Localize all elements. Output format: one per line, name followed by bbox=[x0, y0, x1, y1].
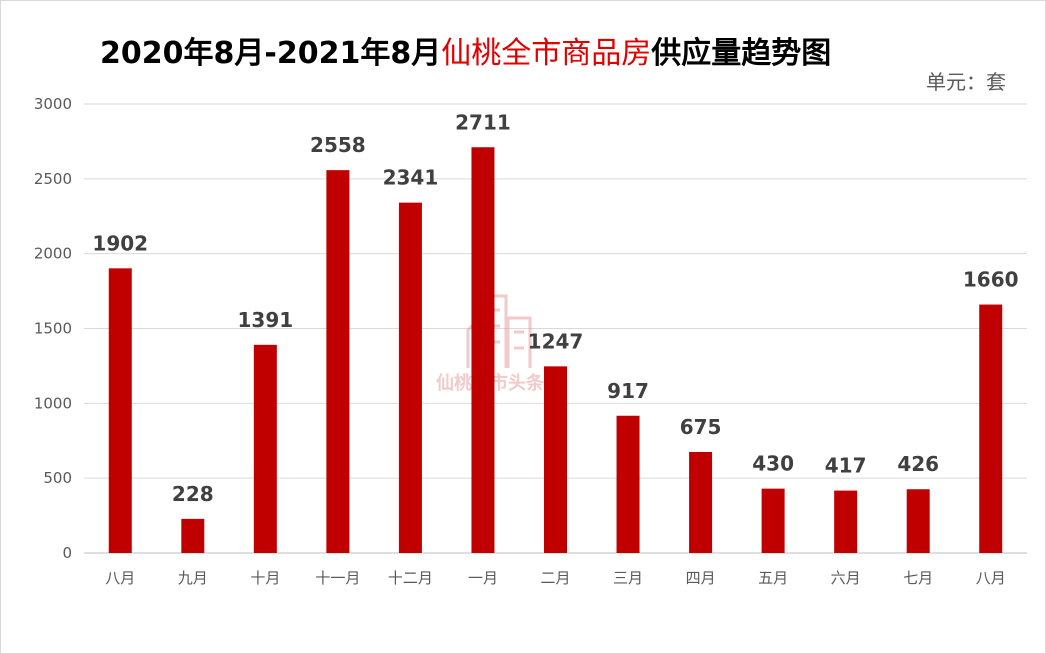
x-tick-label: 十二月 bbox=[388, 569, 433, 587]
data-label: 2558 bbox=[310, 133, 366, 157]
x-tick-label: 九月 bbox=[178, 569, 208, 587]
data-label: 228 bbox=[172, 482, 214, 506]
data-label: 430 bbox=[752, 452, 794, 476]
data-label: 1391 bbox=[238, 308, 294, 332]
bar-2 bbox=[181, 518, 205, 553]
bars bbox=[108, 147, 1003, 554]
x-tick-label: 四月 bbox=[686, 569, 716, 587]
unit-label: 单元：套 bbox=[926, 70, 1006, 94]
bar-3 bbox=[253, 344, 277, 553]
data-label: 1660 bbox=[963, 268, 1019, 292]
x-tick-label: 七月 bbox=[903, 569, 933, 587]
data-label: 2711 bbox=[455, 110, 511, 134]
data-label: 426 bbox=[897, 452, 939, 476]
bar-12 bbox=[906, 489, 930, 553]
bar-8 bbox=[616, 415, 640, 553]
data-label: 917 bbox=[607, 379, 649, 403]
bar-5 bbox=[398, 202, 422, 553]
bar-9 bbox=[689, 451, 713, 553]
x-tick-label: 十月 bbox=[250, 569, 280, 587]
x-tick-label: 十一月 bbox=[315, 569, 360, 587]
x-tick-label: 八月 bbox=[976, 569, 1006, 587]
bar-7 bbox=[544, 366, 567, 553]
x-tick-label: 五月 bbox=[758, 569, 788, 587]
data-label: 1247 bbox=[528, 329, 584, 353]
bar-13 bbox=[979, 304, 1003, 553]
axes: 0 500 1000 1500 2000 2500 3000 八月 九月 十月 十一月 十二月 一月 二月… bbox=[34, 95, 1027, 587]
bar-1 bbox=[108, 268, 132, 553]
y-tick-label: 0 bbox=[62, 544, 72, 562]
data-label: 1902 bbox=[92, 231, 148, 255]
x-tick-label: 一月 bbox=[468, 569, 498, 587]
y-tick-label: 500 bbox=[43, 469, 72, 487]
y-tick-label: 1000 bbox=[34, 394, 72, 412]
y-tick-label: 3000 bbox=[34, 95, 72, 113]
y-tick-label: 1500 bbox=[34, 320, 72, 338]
data-label: 417 bbox=[825, 454, 867, 478]
title-lead: 2020年8月-2021年8月 bbox=[100, 36, 442, 71]
title-city: 仙桃全市商品房 bbox=[441, 36, 652, 71]
x-tick-label: 六月 bbox=[831, 569, 861, 587]
bar-4 bbox=[326, 170, 350, 554]
data-label: 2341 bbox=[383, 166, 439, 190]
bar-10 bbox=[761, 488, 785, 553]
chart-title: 2020年8月-2021年8月仙桃全市商品房供应量趋势图 bbox=[100, 28, 831, 72]
data-label: 675 bbox=[680, 415, 722, 439]
x-tick-label: 八月 bbox=[105, 569, 135, 587]
bar-6 bbox=[471, 147, 495, 553]
y-tick-label: 2000 bbox=[34, 245, 72, 263]
x-tick-label: 二月 bbox=[540, 569, 570, 587]
data-labels: 1902 228 1391 2558 2341 2711 1247 917 675 430 417 4… bbox=[92, 110, 1018, 506]
title-tail: 供应量趋势图 bbox=[651, 36, 832, 71]
x-tick-label: 三月 bbox=[613, 569, 643, 587]
bar-11 bbox=[834, 490, 858, 553]
y-tick-label: 2500 bbox=[34, 170, 72, 188]
